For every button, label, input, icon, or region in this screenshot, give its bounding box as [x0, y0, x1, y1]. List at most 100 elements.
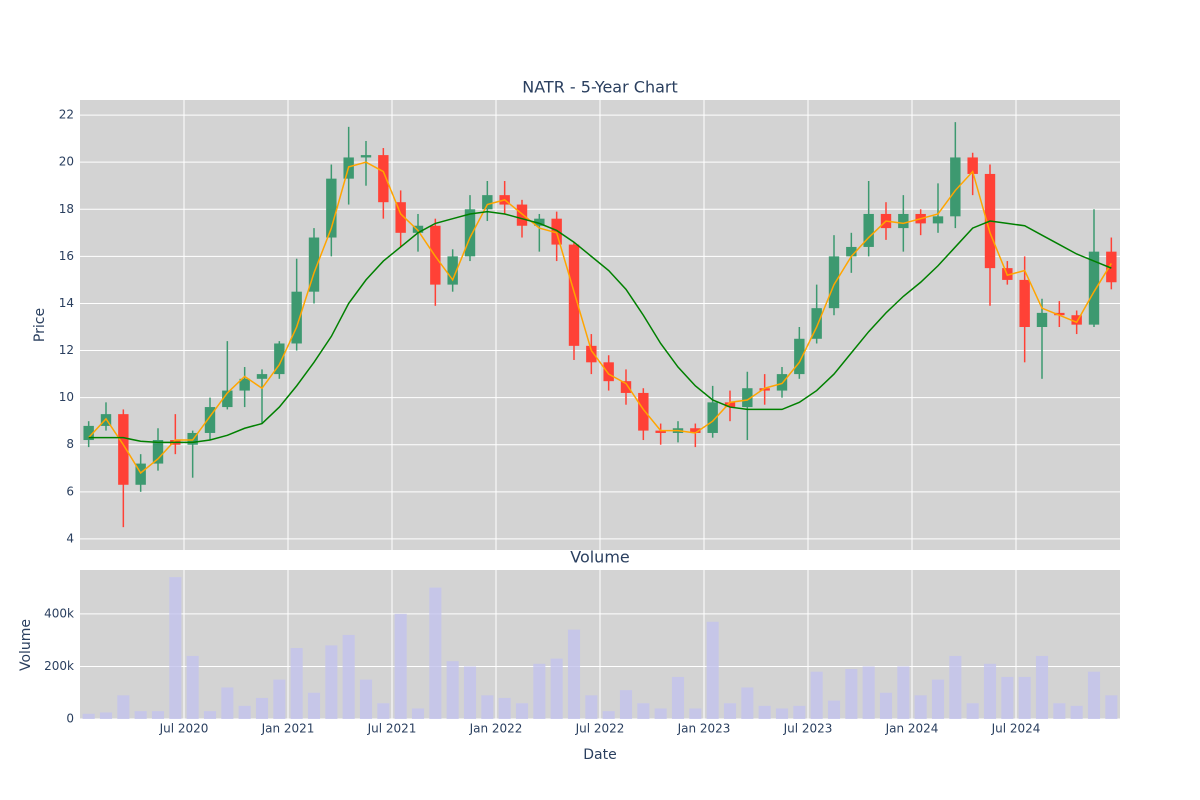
candle-body [291, 291, 302, 344]
y-tick-label: 6 [66, 484, 74, 498]
x-tick-label: Jul 2024 [991, 722, 1041, 736]
volume-bar [186, 655, 199, 719]
volume-bar [446, 661, 459, 719]
candle-body [568, 244, 580, 346]
candle-body [898, 213, 909, 229]
candle-body [378, 155, 389, 203]
volume-bar [169, 577, 182, 719]
candle-body [464, 209, 476, 257]
volume-bar [585, 695, 598, 719]
candle-body [395, 202, 406, 233]
volume-bar [931, 679, 945, 719]
volume-bar [741, 687, 754, 719]
candle-body [759, 388, 770, 391]
volume-bar [949, 655, 962, 719]
candle-body [551, 218, 562, 245]
volume-bar [775, 708, 789, 719]
y-tick-label: 4 [66, 531, 74, 545]
volume-bar [914, 695, 927, 719]
candle-body [950, 157, 961, 217]
volume-bar [359, 679, 373, 719]
chart-title: NATR - 5-Year Chart [522, 78, 678, 97]
x-tick-label: Jan 2022 [469, 722, 523, 736]
volume-bar [221, 687, 234, 719]
volume-bar [862, 666, 875, 719]
candle-body [308, 237, 320, 292]
volume-bar [1035, 655, 1049, 719]
volume-bar [827, 700, 841, 719]
candle-body [638, 392, 649, 431]
candle-body [742, 388, 753, 408]
candle-body [586, 345, 597, 363]
volume-bar [983, 663, 997, 719]
volume-bar [619, 690, 633, 719]
candle-body [222, 390, 233, 408]
volume-bar [151, 711, 165, 719]
x-tick-label: Jul 2021 [367, 722, 417, 736]
volume-bar [706, 621, 719, 719]
x-tick-label: Jul 2020 [159, 722, 209, 736]
moving-average-line [88, 210, 1112, 444]
volume-bar [550, 658, 563, 719]
x-tick-label: Jul 2022 [575, 722, 625, 736]
candle-body [447, 256, 458, 285]
x-tick-label: Jan 2021 [261, 722, 315, 736]
candle-body [534, 218, 545, 226]
candle-body [412, 225, 424, 233]
y-axis-title: Volume [18, 619, 34, 671]
volume-bar [567, 629, 581, 719]
candle-body [1019, 279, 1030, 328]
candle-body [1054, 312, 1065, 316]
x-tick-label: Jul 2023 [783, 722, 833, 736]
candle-body [724, 402, 736, 408]
volume-bar [325, 645, 338, 719]
y-tick-label: 200k [44, 659, 74, 673]
volume-bar [966, 703, 979, 719]
candle-body [204, 407, 216, 433]
candle-body [655, 430, 666, 433]
candle-body [690, 428, 701, 433]
volume-bar [515, 703, 529, 719]
candle-body [152, 440, 164, 464]
volume-bar [290, 648, 303, 719]
volume-bar [411, 708, 425, 719]
y-tick-label: 16 [59, 249, 74, 263]
volume-bar [671, 676, 685, 719]
volume-bar [377, 703, 390, 719]
candle-body [360, 155, 372, 158]
volume-bar [342, 634, 355, 719]
candle-body [846, 246, 857, 257]
candle-body [135, 463, 146, 485]
candle-body [863, 213, 874, 247]
volume-bar [1001, 676, 1014, 719]
candle-body [967, 157, 978, 174]
volume-bar [654, 708, 667, 719]
volume-bar [1105, 695, 1118, 719]
moving-average-line [88, 161, 1112, 475]
candle-body [256, 374, 268, 379]
candle-body [620, 381, 632, 393]
volume-bar [689, 708, 702, 719]
volume-bar [99, 712, 113, 719]
subplot-title: Volume [570, 548, 630, 567]
volume-bar [498, 697, 511, 719]
candle-body [932, 216, 944, 224]
volume-bar [307, 692, 321, 719]
volume-bar [1070, 705, 1083, 719]
volume-bar [845, 669, 858, 719]
volume-bar [1018, 676, 1031, 719]
volume-bar [238, 705, 251, 719]
volume-bar [463, 666, 477, 719]
candle-body [1036, 312, 1048, 328]
candle-body [274, 343, 285, 375]
volume-bar [1087, 671, 1101, 719]
x-tick-label: Jan 2023 [677, 722, 731, 736]
y-tick-label: 400k [44, 606, 74, 620]
candle-body [83, 425, 94, 441]
volume-bar [394, 613, 407, 719]
volume-bar [255, 697, 269, 719]
candle-body [326, 178, 337, 238]
volume-bar [758, 705, 771, 719]
y-tick-label: 12 [59, 343, 74, 357]
